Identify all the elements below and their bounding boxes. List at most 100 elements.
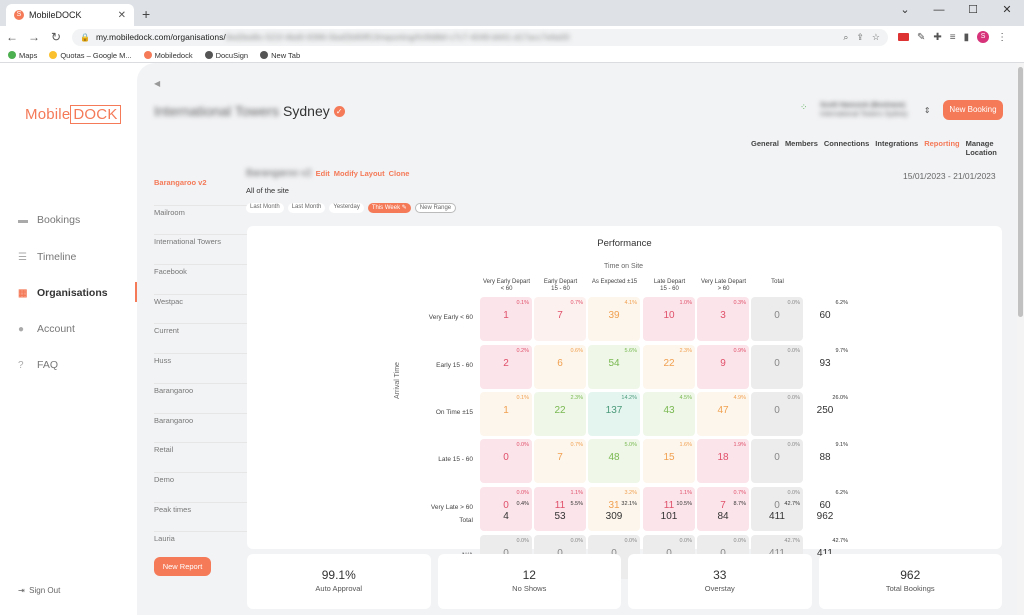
tab-general[interactable]: General (751, 139, 779, 148)
new-tab-icon[interactable]: + (142, 6, 151, 22)
matrix-cell[interactable]: 8.7% 84 (717, 501, 746, 522)
report-item[interactable]: Huss (154, 354, 254, 384)
report-item[interactable]: Facebook (154, 265, 254, 295)
media-icon[interactable]: ≡ (949, 31, 956, 43)
tab-reporting[interactable]: Reporting (924, 139, 960, 148)
edit-link[interactable]: Edit (315, 169, 330, 178)
matrix-cell[interactable]: 1.1% 11 (643, 487, 695, 531)
browser-tab[interactable]: S MobileDOCK ✕ (6, 4, 134, 26)
extension-pen-icon[interactable]: ✎ (917, 31, 926, 43)
report-item[interactable]: Mailroom (154, 206, 254, 236)
sidepanel-icon[interactable]: ▮ (963, 31, 970, 43)
scrollbar[interactable] (1017, 63, 1024, 615)
tab-members[interactable]: Members (784, 139, 818, 148)
new-report-button[interactable]: New Report (154, 557, 211, 576)
matrix-cell[interactable]: 0.4% 4 (503, 501, 529, 522)
url-input[interactable]: 🔒 my.mobiledock.com/organisations/9ed3ed… (72, 28, 888, 46)
matrix-cell[interactable]: 1.0% 10 (643, 297, 695, 341)
matrix-cell[interactable]: 4.9% 47 (697, 392, 749, 436)
maximize-icon[interactable]: ☐ (968, 4, 978, 16)
tab-manage-location[interactable]: Manage Location (965, 139, 997, 157)
matrix-cell[interactable]: 0.1% 1 (480, 297, 532, 341)
bookmark-maps[interactable]: Maps (8, 50, 37, 60)
bookmark-newtab[interactable]: New Tab (260, 50, 300, 60)
sidebar-item-organisations[interactable]: ▦ Organisations (18, 287, 108, 299)
matrix-cell[interactable]: 0.0%0 (480, 487, 532, 531)
matrix-cell[interactable]: 2.3% 22 (534, 392, 586, 436)
matrix-cell[interactable]: 0.0%0 (751, 439, 803, 483)
new-booking-button[interactable]: New Booking (943, 100, 1003, 120)
menu-icon[interactable]: ⋮ (997, 31, 1008, 43)
matrix-cell[interactable]: 0.1% 1 (480, 392, 532, 436)
collapse-sidebar-icon[interactable]: ◀ (154, 79, 161, 88)
logo[interactable]: Mobile DOCK (25, 105, 121, 124)
zoom-icon[interactable]: ⌕ (843, 31, 849, 42)
sidebar-item-bookings[interactable]: ▬ Bookings (18, 214, 81, 226)
matrix-cell[interactable]: 1.9% 18 (697, 439, 749, 483)
matrix-cell[interactable]: 14.2% 137 (588, 392, 640, 436)
star-icon[interactable]: ☆ (871, 31, 880, 42)
extension-red-icon[interactable] (898, 33, 909, 41)
report-item[interactable]: Current (154, 324, 254, 355)
bookmark-docusign[interactable]: DocuSign (204, 50, 248, 60)
matrix-cell[interactable]: 5.0% 48 (588, 439, 640, 483)
matrix-cell[interactable]: 2.3% 22 (643, 345, 695, 389)
forward-icon[interactable]: → (28, 30, 40, 44)
matrix-cell[interactable]: 0.2% 2 (480, 345, 532, 389)
matrix-cell[interactable]: 1.6% 15 (643, 439, 695, 483)
sign-out-button[interactable]: ⇥ Sign Out (18, 586, 61, 595)
chip-last-month-2[interactable]: Last Month (287, 203, 326, 213)
matrix-cell[interactable]: 32.1% 309 (605, 501, 637, 522)
report-item[interactable]: Barangaroo (154, 384, 254, 414)
minimize-icon[interactable]: — (933, 4, 945, 16)
matrix-cell[interactable]: 0.3% 3 (697, 297, 749, 341)
close-window-icon[interactable]: ✕ (1002, 4, 1012, 16)
matrix-cell[interactable]: 0.9% 9 (697, 345, 749, 389)
scrollbar-thumb[interactable] (1018, 67, 1023, 317)
chip-yesterday[interactable]: Yesterday (329, 203, 364, 213)
matrix-cell[interactable]: 1.1% 11 (534, 487, 586, 531)
report-item[interactable]: Peak times (154, 503, 254, 533)
matrix-cell[interactable]: 42.7%411 (769, 501, 800, 522)
chip-this-week[interactable]: This Week ✎ (367, 203, 411, 213)
report-item[interactable]: International Towers (154, 235, 254, 266)
matrix-cell[interactable]: 5.6% 54 (588, 345, 640, 389)
chip-new-range[interactable]: New Range (414, 203, 457, 213)
matrix-cell[interactable]: 0.0%0 (751, 345, 803, 389)
bookmark-mobiledock[interactable]: Mobiledock (143, 50, 193, 60)
reload-icon[interactable]: ↻ (50, 30, 62, 44)
puzzle-icon[interactable]: ✚ (933, 31, 942, 43)
matrix-cell[interactable]: 4.1% 39 (588, 297, 640, 341)
profile-avatar[interactable]: S (977, 31, 990, 43)
matrix-cell[interactable]: 0.0%0 (751, 392, 803, 436)
matrix-cell[interactable]: 0.0%0 (751, 487, 803, 531)
report-item[interactable]: Retail (154, 443, 254, 473)
share-icon[interactable]: ⇪ (856, 31, 864, 42)
clone-link[interactable]: Clone (388, 169, 410, 178)
tab-connections[interactable]: Connections (823, 139, 870, 148)
user-switcher[interactable]: ⁘ Scott Hancock (Bestrane) International… (800, 101, 931, 119)
matrix-cell[interactable]: 0.6% 6 (534, 345, 586, 389)
matrix-cell[interactable]: 0.0%0 (480, 439, 532, 483)
matrix-cell[interactable]: 4.5% 43 (643, 392, 695, 436)
report-item[interactable]: Lauria (154, 534, 175, 544)
matrix-cell[interactable]: 0.7% 7 (697, 487, 749, 531)
sidebar-item-account[interactable]: ● Account (18, 323, 75, 335)
back-icon[interactable]: ← (6, 30, 18, 44)
sidebar-item-faq[interactable]: ? FAQ (18, 359, 59, 371)
report-item[interactable]: Westpac (154, 295, 254, 325)
matrix-cell[interactable]: 10.5% 101 (660, 501, 692, 522)
report-item[interactable]: Demo (154, 473, 254, 503)
sidebar-item-timeline[interactable]: ☰ Timeline (18, 251, 77, 263)
report-item[interactable]: Barangaroo (154, 414, 254, 444)
matrix-cell[interactable]: 0.0%0 (751, 297, 803, 341)
report-item[interactable]: Barangaroo v2 (154, 176, 254, 206)
modify-layout-link[interactable]: Modify Layout (333, 169, 385, 178)
bookmark-quotas[interactable]: Quotas – Google M... (49, 50, 132, 60)
matrix-cell[interactable]: 5.5% 53 (554, 501, 583, 522)
chip-last-month[interactable]: Last Month (246, 203, 284, 213)
close-tab-icon[interactable]: ✕ (117, 9, 126, 21)
chevron-down-icon[interactable]: ⌄ (900, 4, 910, 16)
matrix-cell[interactable]: 3.2% 31 (588, 487, 640, 531)
matrix-cell[interactable]: 0.7% 7 (534, 297, 586, 341)
